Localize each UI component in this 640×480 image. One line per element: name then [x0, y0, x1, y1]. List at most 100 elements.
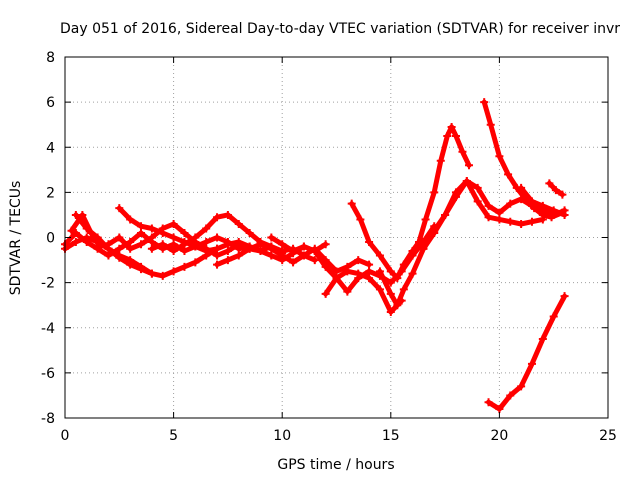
- series-s4: [71, 210, 222, 280]
- x-tick-label: 15: [382, 428, 400, 444]
- data-point: [104, 244, 113, 253]
- data-point: [375, 285, 384, 294]
- data-point: [393, 274, 402, 283]
- y-tick-label: 0: [46, 231, 55, 247]
- data-point: [213, 244, 222, 253]
- data-point: [538, 210, 547, 219]
- data-point: [278, 251, 287, 260]
- data-point: [82, 224, 91, 233]
- data-point: [213, 213, 222, 222]
- data-point: [545, 179, 554, 188]
- grid: [65, 57, 608, 418]
- x-axis-title: GPS time / hours: [277, 457, 394, 473]
- y-tick-label: -6: [41, 366, 55, 382]
- x-tick-label: 25: [599, 428, 617, 444]
- data-point: [375, 251, 384, 260]
- data-point: [147, 224, 156, 233]
- data-series: [61, 98, 569, 413]
- x-tick-label: 5: [169, 428, 178, 444]
- data-point: [365, 238, 374, 247]
- data-point: [213, 251, 222, 260]
- data-point: [158, 271, 167, 280]
- data-point: [321, 240, 330, 249]
- data-point: [365, 274, 374, 283]
- data-point: [104, 251, 113, 260]
- data-point: [180, 240, 189, 249]
- y-tick-label: 8: [46, 50, 55, 66]
- chart-title: Day 051 of 2016, Sidereal Day-to-day VTE…: [60, 21, 620, 37]
- data-point: [393, 301, 402, 310]
- data-point: [202, 224, 211, 233]
- data-point: [506, 217, 515, 226]
- series-s11: [375, 177, 547, 310]
- data-point: [289, 258, 298, 267]
- data-point: [386, 307, 395, 316]
- data-point: [447, 122, 456, 131]
- data-point: [495, 404, 504, 413]
- data-point: [223, 210, 232, 219]
- data-point: [473, 183, 482, 192]
- data-point: [473, 197, 482, 206]
- data-point: [530, 204, 539, 213]
- data-point: [115, 253, 124, 262]
- data-point: [347, 199, 356, 208]
- data-point: [245, 228, 254, 237]
- data-point: [169, 240, 178, 249]
- data-point: [158, 228, 167, 237]
- data-point: [495, 152, 504, 161]
- data-point: [180, 262, 189, 271]
- data-point: [430, 188, 439, 197]
- x-axis-ticks: 0 5 10 15 20 25: [61, 57, 617, 444]
- data-point: [234, 219, 243, 228]
- data-point: [495, 215, 504, 224]
- data-point: [399, 260, 408, 269]
- data-point: [169, 219, 178, 228]
- data-point: [82, 233, 91, 242]
- data-point: [332, 274, 341, 283]
- data-point: [245, 244, 254, 253]
- data-point: [202, 238, 211, 247]
- y-tick-label: 2: [46, 185, 55, 201]
- data-point: [126, 215, 135, 224]
- data-point: [451, 131, 460, 140]
- series-s14: [517, 183, 569, 219]
- data-point: [480, 98, 489, 107]
- data-point: [93, 233, 102, 242]
- data-point: [223, 240, 232, 249]
- data-point: [332, 267, 341, 276]
- series-s10: [347, 122, 473, 283]
- data-point: [408, 269, 417, 278]
- data-point: [126, 244, 135, 253]
- x-tick-label: 0: [61, 428, 70, 444]
- y-axis-title: SDTVAR / TECUs: [8, 181, 24, 296]
- data-point: [517, 219, 526, 228]
- data-point: [115, 204, 124, 213]
- data-point: [430, 226, 439, 235]
- data-point: [527, 359, 536, 368]
- data-point: [126, 260, 135, 269]
- data-point: [365, 260, 374, 269]
- data-point: [484, 213, 493, 222]
- data-point: [223, 247, 232, 256]
- x-tick-label: 20: [490, 428, 508, 444]
- series-s15: [545, 179, 567, 199]
- data-point: [495, 208, 504, 217]
- data-point: [415, 238, 424, 247]
- data-point: [421, 215, 430, 224]
- data-point: [547, 213, 556, 222]
- data-point: [137, 228, 146, 237]
- data-point: [560, 210, 569, 219]
- data-point: [267, 233, 276, 242]
- data-point: [267, 251, 276, 260]
- data-point: [419, 244, 428, 253]
- data-point: [527, 197, 536, 206]
- data-point: [486, 120, 495, 129]
- series-s7: [213, 240, 374, 276]
- data-point: [365, 267, 374, 276]
- data-point: [527, 217, 536, 226]
- data-point: [169, 247, 178, 256]
- data-point: [560, 292, 569, 301]
- data-point: [343, 267, 352, 276]
- data-point: [234, 251, 243, 260]
- data-point: [408, 247, 417, 256]
